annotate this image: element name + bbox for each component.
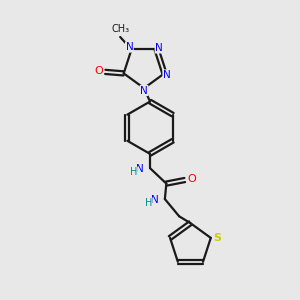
Text: S: S [213,233,221,243]
Text: N: N [136,164,143,174]
Text: O: O [94,66,103,76]
Text: O: O [187,173,196,184]
Text: N: N [140,85,148,96]
Text: N: N [125,42,133,52]
Text: N: N [163,70,171,80]
Text: N: N [151,195,158,205]
Text: CH₃: CH₃ [111,24,129,34]
Text: N: N [155,43,163,53]
Text: H: H [145,198,152,208]
Text: H: H [130,167,137,177]
